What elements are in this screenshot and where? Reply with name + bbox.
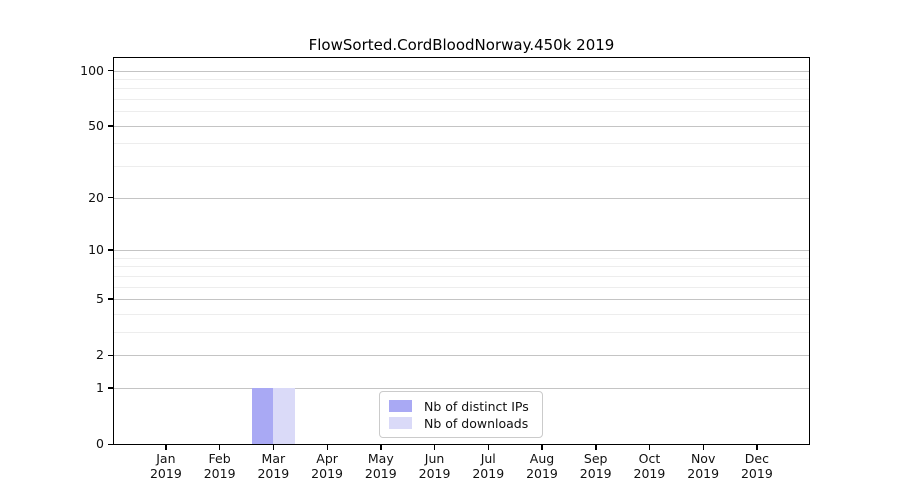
- y-tick-mark: [108, 354, 113, 356]
- y-tick-label: 0: [96, 436, 104, 451]
- y-gridline-major: [114, 197, 809, 199]
- y-gridline-minor: [114, 99, 809, 101]
- y-tick-label: 20: [88, 189, 104, 205]
- y-gridline-minor: [114, 78, 809, 80]
- y-gridline-minor: [114, 166, 809, 168]
- y-tick-mark: [108, 298, 113, 300]
- y-gridline-minor: [114, 111, 809, 113]
- x-tick-mark: [380, 445, 382, 450]
- y-gridline-major: [114, 249, 809, 251]
- x-tick-mark: [219, 445, 221, 450]
- x-tick-mark: [434, 445, 436, 450]
- x-tick-label: Apr 2019: [311, 451, 343, 481]
- y-gridline-minor: [114, 286, 809, 288]
- y-tick-mark: [108, 70, 113, 72]
- y-gridline-minor: [114, 313, 809, 315]
- x-tick-mark: [487, 445, 490, 450]
- plot-area: Nb of distinct IPs Nb of downloads: [113, 57, 810, 445]
- y-tick-label: 5: [96, 290, 104, 306]
- legend-label: Nb of distinct IPs: [424, 398, 529, 414]
- legend-entry-downloads: Nb of downloads: [389, 415, 533, 431]
- y-tick-mark: [108, 197, 113, 199]
- y-tick-label: 100: [80, 62, 104, 78]
- x-tick-mark: [756, 445, 758, 450]
- x-tick-label: Feb 2019: [203, 451, 236, 481]
- x-tick-mark: [326, 445, 328, 450]
- x-tick-mark: [702, 445, 704, 450]
- x-tick-mark: [165, 445, 167, 450]
- legend: Nb of distinct IPs Nb of downloads: [379, 391, 543, 438]
- y-tick-mark: [108, 125, 113, 127]
- legend-label: Nb of downloads: [424, 415, 529, 431]
- x-tick-mark: [648, 445, 651, 450]
- x-tick-label: Sep 2019: [579, 451, 612, 481]
- x-tick-label: Jan 2019: [149, 451, 182, 481]
- x-tick-mark: [595, 445, 597, 450]
- x-tick-label: Aug 2019: [526, 451, 558, 481]
- x-tick-label: Mar 2019: [257, 451, 290, 481]
- y-gridline-major: [114, 125, 809, 127]
- y-tick-label: 50: [88, 117, 104, 133]
- x-tick-label: Jul 2019: [472, 451, 505, 481]
- x-tick-label: Jun 2019: [418, 451, 451, 481]
- y-tick-label: 2: [96, 347, 104, 363]
- legend-swatch-distinct-ips: [389, 400, 412, 412]
- y-tick-mark: [108, 443, 113, 445]
- y-gridline-major: [114, 70, 809, 72]
- y-gridline-minor: [114, 257, 809, 259]
- y-gridline-major: [114, 387, 809, 389]
- x-tick-mark: [541, 445, 543, 450]
- x-tick-label: Oct 2019: [633, 451, 666, 481]
- bar-downloads: [273, 387, 295, 444]
- y-gridline-minor: [114, 331, 809, 333]
- y-gridline-minor: [114, 143, 809, 145]
- y-gridline-major: [114, 355, 809, 357]
- y-gridline-minor: [114, 266, 809, 268]
- y-gridline-major: [114, 298, 809, 300]
- y-tick-label: 10: [88, 241, 104, 257]
- y-tick-label: 1: [96, 379, 104, 395]
- chart-title: FlowSorted.CordBloodNorway.450k 2019: [308, 36, 615, 54]
- y-gridline-minor: [114, 275, 809, 277]
- x-tick-label: Dec 2019: [740, 451, 773, 481]
- bar-distinct-ips: [251, 387, 274, 444]
- legend-entry-distinct-ips: Nb of distinct IPs: [389, 398, 533, 414]
- x-tick-label: May 2019: [364, 451, 397, 481]
- y-tick-mark: [108, 249, 113, 251]
- y-gridline-minor: [114, 88, 809, 90]
- y-tick-mark: [108, 387, 113, 389]
- x-tick-mark: [272, 445, 275, 450]
- legend-swatch-downloads: [389, 417, 412, 429]
- x-tick-label: Nov 2019: [687, 451, 720, 481]
